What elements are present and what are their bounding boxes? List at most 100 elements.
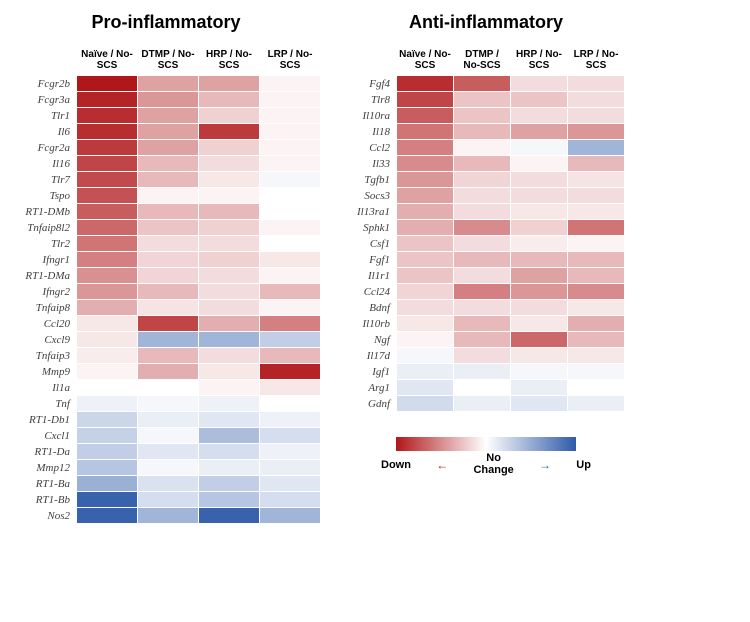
heatmap-cell [511,140,567,155]
pro-inflammatory-panel: Pro-inflammatoryNaïve / No-SCSDTMP / No-… [12,12,320,523]
heatmap-cell [260,508,320,523]
heatmap-cell [199,124,259,139]
gene-label: Igf1 [348,364,396,379]
heatmap-cell [77,396,137,411]
heatmap-cell [138,444,198,459]
heatmap-cell [511,220,567,235]
heatmap-cell [77,284,137,299]
heatmap-cell [138,156,198,171]
arrow-right-icon: → [539,458,551,472]
heatmap-cell [454,124,510,139]
heatmap-cell [397,316,453,331]
heatmap-cell [397,76,453,91]
heatmap-cell [77,204,137,219]
heatmap-cell [454,380,510,395]
heatmap-cell [511,172,567,187]
heatmap-cell [77,348,137,363]
gene-label: Cxcl9 [12,332,76,347]
heatmap-cell [199,252,259,267]
gene-label: Il18 [348,124,396,139]
heatmap-cell [138,268,198,283]
gene-label: Tlr1 [12,108,76,123]
heatmap-cell [454,236,510,251]
heatmap-cell [511,348,567,363]
gene-label: Il1r1 [348,268,396,283]
heatmap-cell [199,396,259,411]
heatmap-cell [260,236,320,251]
gene-label: Tnf [12,396,76,411]
heatmap-cell [454,172,510,187]
heatmap-cell [568,220,624,235]
heatmap-cell [77,268,137,283]
heatmap-cell [138,140,198,155]
heatmap-cell [260,428,320,443]
heatmap-cell [199,492,259,507]
heatmap-cell [568,76,624,91]
legend-down-label: Down [381,459,411,471]
heatmap-cell [260,300,320,315]
heatmap-cell [77,380,137,395]
heatmap-cell [138,412,198,427]
heatmap-cell [138,220,198,235]
heatmap-cell [454,284,510,299]
gene-label: RT1-DMb [12,204,76,219]
heatmap-cell [511,124,567,139]
heatmap-cell [568,284,624,299]
gene-label: Ccl2 [348,140,396,155]
heatmap-cell [199,236,259,251]
heatmap-cell [260,444,320,459]
heatmap-cell [511,236,567,251]
gene-label: Tnfaip8l2 [12,220,76,235]
heatmap-cell [77,476,137,491]
heatmap-cell [568,364,624,379]
heatmap-cell [77,460,137,475]
gene-label: Il13ra1 [348,204,396,219]
heatmap-cell [260,348,320,363]
heatmap-cell [260,364,320,379]
heatmap-cell [397,396,453,411]
gene-label: Nos2 [12,508,76,523]
heatmap-cell [454,332,510,347]
column-header: LRP / No-SCS [260,45,320,75]
gene-label: Tgfb1 [348,172,396,187]
heatmap-cell [397,124,453,139]
heatmap-cell [138,252,198,267]
heatmap-cell [77,252,137,267]
legend-up-label: Up [576,459,591,471]
gene-label: Il10rb [348,316,396,331]
heatmap-cell [77,156,137,171]
heatmap-cell [138,364,198,379]
gene-label: RT1-Da [12,444,76,459]
gene-label: Socs3 [348,188,396,203]
heatmap-cell [397,156,453,171]
heatmap-cell [568,316,624,331]
anti-inflammatory-panel: Anti-inflammatoryNaïve / No-SCSDTMP / No… [348,12,624,523]
heatmap-cell [260,380,320,395]
heatmap-cell [511,92,567,107]
column-header: LRP / No-SCS [568,45,624,75]
gene-label: Tlr7 [12,172,76,187]
heatmap-cell [511,188,567,203]
heatmap-cell [199,220,259,235]
heatmap-cell [199,140,259,155]
heatmap-cell [454,220,510,235]
heatmap-cell [568,172,624,187]
gene-label: Mmp12 [12,460,76,475]
heatmap-cell [77,188,137,203]
heatmap-cell [397,380,453,395]
heatmap-cell [454,76,510,91]
legend-gradient-bar [396,437,576,451]
heatmap-cell [454,92,510,107]
heatmap-cell [199,172,259,187]
heatmap-cell [397,268,453,283]
gene-label: Sphk1 [348,220,396,235]
heatmap-cell [568,124,624,139]
heatmap-cell [568,188,624,203]
heatmap-cell [138,396,198,411]
heatmap-cell [138,300,198,315]
gene-label: Csf1 [348,236,396,251]
heatmap-cell [454,108,510,123]
gene-label: Il1a [12,380,76,395]
heatmap-cell [454,396,510,411]
heatmap-cell [199,156,259,171]
